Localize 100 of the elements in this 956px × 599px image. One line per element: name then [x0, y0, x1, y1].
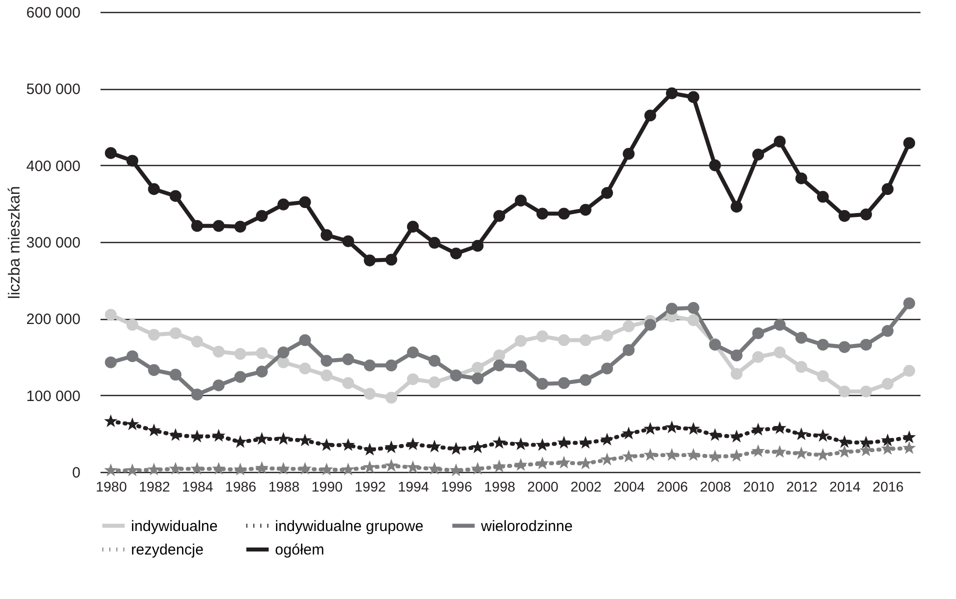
point: [773, 421, 786, 434]
point: [170, 327, 182, 340]
point: [558, 208, 570, 220]
point: [168, 462, 182, 475]
point: [385, 254, 398, 266]
x-tick-label: 2000: [527, 478, 559, 494]
point: [816, 448, 830, 461]
point: [514, 360, 527, 372]
point: [859, 436, 873, 449]
point: [838, 386, 850, 398]
point: [212, 346, 225, 358]
point: [774, 318, 786, 331]
point: [276, 462, 290, 475]
y-tick-label: 100 000: [26, 388, 80, 405]
point: [234, 371, 246, 383]
x-tick-label: 1986: [225, 478, 257, 494]
y-tick-label: 0: [72, 464, 80, 482]
point: [708, 428, 722, 441]
point: [816, 370, 829, 382]
point: [622, 320, 635, 332]
legend-label: wielorodzinne: [480, 518, 573, 535]
point: [903, 297, 916, 310]
point: [406, 437, 420, 450]
point: [774, 136, 786, 148]
y-tick-label: 400 000: [26, 158, 80, 175]
point: [255, 461, 269, 474]
x-tick-label: 1982: [138, 478, 170, 494]
point: [428, 462, 442, 475]
point: [104, 414, 118, 428]
point: [795, 332, 808, 344]
point: [600, 452, 614, 466]
point: [428, 376, 440, 388]
point: [557, 456, 571, 469]
point: [601, 330, 614, 342]
point: [234, 348, 246, 360]
point: [299, 362, 311, 374]
point: [428, 354, 440, 367]
legend-label: ogółem: [275, 542, 324, 558]
point: [148, 364, 160, 376]
point: [385, 392, 398, 404]
point: [622, 450, 636, 462]
point: [190, 462, 204, 475]
point: [320, 438, 334, 451]
point: [880, 442, 894, 455]
point: [708, 450, 722, 462]
point: [686, 448, 700, 461]
point: [104, 463, 118, 476]
point: [364, 360, 376, 372]
point: [580, 334, 592, 346]
point: [472, 372, 484, 384]
point: [536, 378, 548, 390]
point: [688, 314, 700, 326]
point: [752, 148, 764, 161]
x-tick-label: 2002: [570, 478, 602, 494]
point: [882, 325, 894, 337]
point: [622, 148, 635, 160]
point: [774, 346, 786, 358]
point: [320, 354, 332, 367]
point: [536, 208, 548, 220]
point: [406, 460, 420, 474]
point: [320, 229, 332, 242]
point: [838, 210, 850, 222]
x-tick-label: 1994: [398, 478, 430, 494]
point: [514, 194, 527, 207]
x-tick-label: 2016: [872, 478, 904, 494]
point: [902, 430, 916, 444]
x-tick-label: 1998: [484, 478, 516, 494]
point: [341, 438, 355, 451]
point: [406, 373, 419, 386]
point: [558, 377, 570, 389]
point: [363, 442, 376, 456]
point: [320, 369, 332, 382]
point: [752, 351, 764, 363]
x-tick-label: 1990: [312, 478, 343, 494]
point: [665, 420, 679, 434]
point: [450, 248, 462, 260]
x-tick-label: 2012: [786, 478, 818, 494]
point: [666, 87, 678, 100]
point: [730, 368, 742, 380]
point: [320, 462, 334, 476]
point: [514, 458, 528, 471]
point: [234, 220, 246, 233]
point: [299, 334, 311, 346]
point: [147, 462, 161, 476]
point: [493, 210, 506, 222]
point: [428, 236, 440, 249]
point: [903, 137, 916, 150]
point: [492, 436, 506, 449]
point: [493, 360, 506, 372]
point: [212, 428, 226, 442]
point: [730, 350, 742, 362]
x-tick-label: 1988: [268, 478, 300, 494]
point: [795, 172, 808, 184]
point: [104, 308, 117, 321]
point: [752, 327, 764, 340]
point: [709, 159, 721, 172]
point: [688, 302, 700, 314]
point: [580, 374, 592, 386]
point: [882, 183, 894, 196]
x-tick-label: 1984: [182, 478, 214, 494]
